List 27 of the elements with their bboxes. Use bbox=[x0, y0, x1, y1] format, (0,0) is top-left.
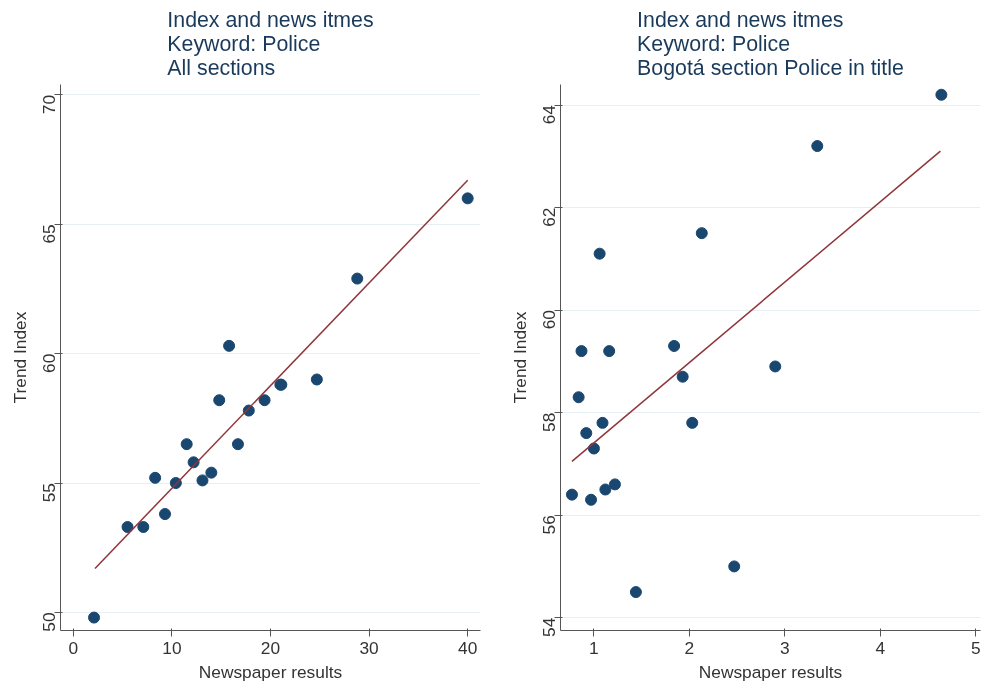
x-tick-label: 40 bbox=[458, 637, 478, 658]
y-tick-label: 56 bbox=[539, 515, 560, 535]
y-axis-title: Trend Index bbox=[9, 311, 30, 404]
x-tick-label: 5 bbox=[970, 637, 981, 658]
y-tick-label: 62 bbox=[539, 207, 560, 227]
y-tick-label: 54 bbox=[539, 617, 560, 637]
y-tick-label: 50 bbox=[39, 612, 60, 632]
y-axis-title: Trend Index bbox=[509, 311, 530, 404]
x-tick-label: 2 bbox=[684, 637, 695, 658]
chart-title: Index and news itmes Keyword: Police Bogotá section Police in title bbox=[637, 7, 904, 80]
x-tick-label: 3 bbox=[780, 637, 790, 658]
y-tick-label: 60 bbox=[39, 353, 60, 373]
x-tick-label: 10 bbox=[162, 637, 182, 658]
x-tick-label: 0 bbox=[68, 637, 79, 658]
y-tick-label: 60 bbox=[539, 310, 560, 330]
x-tick-label: 20 bbox=[260, 637, 281, 658]
y-tick-label: 64 bbox=[539, 104, 560, 125]
x-tick-label: 1 bbox=[589, 637, 599, 658]
x-axis-title: Newspaper results bbox=[698, 661, 843, 682]
x-tick-label: 30 bbox=[359, 637, 379, 658]
chart-title: Index and news itmes Keyword: Police All sections bbox=[167, 7, 374, 80]
x-tick-label: 4 bbox=[875, 637, 886, 658]
y-tick-label: 70 bbox=[39, 94, 60, 115]
y-tick-label: 55 bbox=[39, 483, 60, 503]
y-tick-label: 58 bbox=[539, 412, 560, 432]
y-tick-label: 65 bbox=[39, 224, 60, 244]
x-axis-title: Newspaper results bbox=[198, 661, 343, 682]
